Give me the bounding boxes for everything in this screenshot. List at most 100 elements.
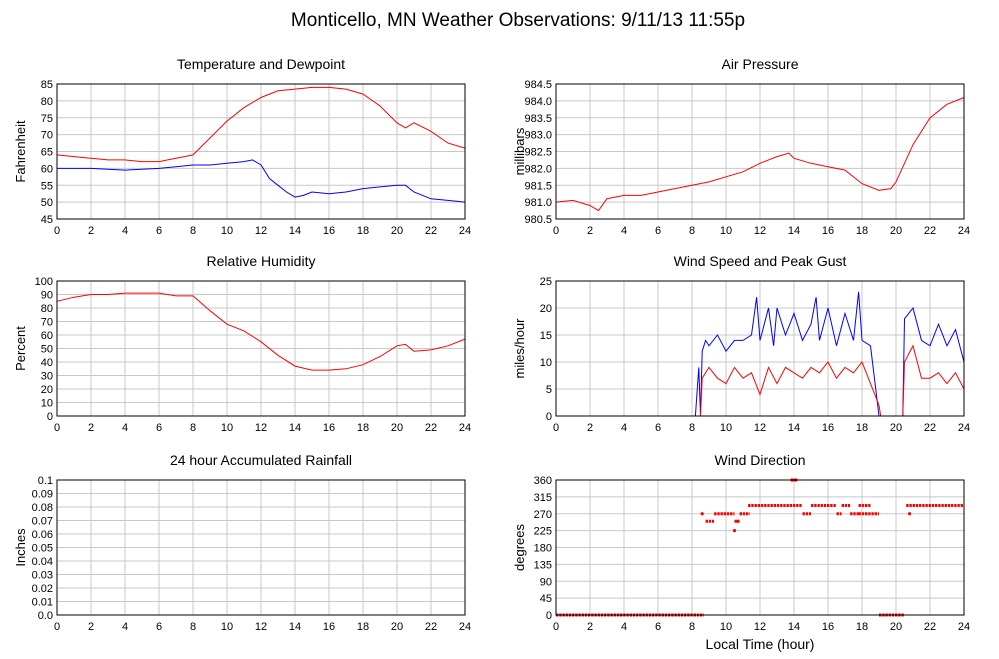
- x-tick-label: 8: [190, 225, 196, 237]
- temp-ylabel: Fahrenheit: [13, 120, 28, 183]
- rain-panel: 0 2 4 6 8 10 12 14 16 18 20 22 240.00.010.020.030.04…: [13, 452, 471, 633]
- y-tick-label: 25: [540, 276, 552, 288]
- x-tick-label: 12: [754, 621, 766, 633]
- y-tick-label: 5: [546, 384, 552, 396]
- y-tick-label: 0.03: [32, 570, 53, 582]
- y-tick-label: 982.5: [524, 147, 552, 159]
- x-tick-label: 18: [357, 225, 369, 237]
- y-tick-label: 45: [41, 214, 53, 226]
- x-tick-label: 18: [856, 422, 868, 434]
- x-tick-label: 2: [587, 225, 593, 237]
- x-tick-label: 4: [122, 225, 128, 237]
- y-tick-label: 135: [534, 559, 552, 571]
- x-tick-label: 6: [655, 422, 661, 434]
- x-tick-label: 20: [890, 225, 902, 237]
- y-tick-label: 50: [41, 344, 53, 356]
- x-tick-label: 22: [425, 225, 437, 237]
- x-tick-label: 8: [190, 422, 196, 434]
- x-tick-label: 6: [655, 225, 661, 237]
- x-tick-label: 14: [289, 225, 301, 237]
- x-tick-label: 18: [856, 621, 868, 633]
- y-tick-label: 65: [41, 147, 53, 159]
- wind-plot-frame: [555, 280, 965, 417]
- y-tick-label: 60: [41, 330, 53, 342]
- y-tick-label: 75: [41, 113, 53, 125]
- x-tick-label: 16: [822, 621, 834, 633]
- pressure-series-0-line: [555, 97, 965, 212]
- y-tick-label: 270: [534, 509, 552, 521]
- y-tick-label: 0.1: [38, 475, 53, 487]
- wind-title: Wind Speed and Peak Gust: [674, 253, 847, 269]
- y-tick-label: 315: [534, 492, 552, 504]
- humidity-title: Relative Humidity: [207, 253, 316, 269]
- y-tick-label: 225: [534, 526, 552, 538]
- x-tick-label: 14: [788, 225, 800, 237]
- y-tick-label: 0: [546, 411, 552, 423]
- temp-plot-frame: [56, 83, 466, 220]
- direction-title: Wind Direction: [714, 452, 805, 468]
- x-tick-label: 0: [54, 225, 60, 237]
- x-tick-label: 2: [587, 422, 593, 434]
- y-tick-label: 981.0: [524, 197, 552, 209]
- y-tick-label: 80: [41, 96, 53, 108]
- x-tick-label: 4: [621, 225, 627, 237]
- x-tick-label: 20: [391, 422, 403, 434]
- x-tick-label: 14: [289, 621, 301, 633]
- direction-point: [700, 512, 704, 516]
- x-tick-label: 6: [156, 621, 162, 633]
- x-tick-label: 20: [890, 422, 902, 434]
- x-tick-label: 22: [425, 621, 437, 633]
- figure-title: Monticello, MN Weather Observations: 9/1…: [291, 10, 745, 31]
- x-tick-label: 20: [890, 621, 902, 633]
- y-tick-label: 90: [540, 576, 552, 588]
- x-tick-label: 2: [88, 621, 94, 633]
- x-tick-label: 8: [190, 621, 196, 633]
- x-tick-label: 0: [553, 225, 559, 237]
- y-tick-label: 360: [534, 475, 552, 487]
- y-tick-label: 984.5: [524, 79, 552, 91]
- y-tick-label: 15: [540, 330, 552, 342]
- x-tick-label: 16: [323, 422, 335, 434]
- y-tick-label: 984.0: [524, 96, 552, 108]
- y-tick-label: 982.0: [524, 163, 552, 175]
- direction-point: [732, 529, 737, 533]
- y-tick-label: 45: [540, 593, 552, 605]
- y-tick-label: 10: [540, 357, 552, 369]
- x-tick-label: 12: [255, 621, 267, 633]
- y-tick-label: 0.04: [32, 556, 53, 568]
- x-tick-label: 18: [357, 621, 369, 633]
- x-tick-label: 6: [156, 422, 162, 434]
- x-tick-label: 6: [655, 621, 661, 633]
- y-tick-label: 30: [41, 371, 53, 383]
- x-tick-label: 14: [788, 621, 800, 633]
- y-tick-label: 85: [41, 79, 53, 91]
- x-tick-label: 2: [88, 422, 94, 434]
- x-tick-label: 24: [958, 621, 970, 633]
- humidity-plot-frame: [56, 280, 466, 417]
- temp-title: Temperature and Dewpoint: [177, 56, 345, 72]
- x-tick-label: 18: [856, 225, 868, 237]
- y-tick-label: 983.0: [524, 130, 552, 142]
- x-tick-label: 20: [391, 225, 403, 237]
- x-tick-label: 22: [924, 225, 936, 237]
- humidity-panel: 0 2 4 6 8 10 12 14 16 18 20 22 240102030405060708090…: [13, 253, 471, 434]
- pressure-panel: 0 2 4 6 8 10 12 14 16 18 20 22 24980.5981.0981.5982.…: [512, 56, 970, 237]
- direction-plot-frame: [555, 479, 965, 616]
- x-tick-label: 16: [323, 621, 335, 633]
- direction-point: [908, 512, 912, 516]
- x-tick-label: 0: [54, 422, 60, 434]
- direction-point: [736, 519, 740, 523]
- y-tick-label: 20: [41, 384, 53, 396]
- wind-ylabel: miles/hour: [512, 318, 527, 379]
- x-tick-label: 10: [720, 225, 732, 237]
- x-tick-label: 16: [822, 422, 834, 434]
- x-tick-label: 10: [720, 621, 732, 633]
- direction-panel: 0 2 4 6 8 10 12 14 16 18 20 22 240459013518022527031…: [512, 452, 970, 633]
- x-tick-label: 4: [122, 422, 128, 434]
- y-tick-label: 980.5: [524, 214, 552, 226]
- x-tick-label: 20: [391, 621, 403, 633]
- x-tick-label: 22: [924, 422, 936, 434]
- temp-series-1-line: [57, 159, 466, 203]
- y-tick-label: 60: [41, 163, 53, 175]
